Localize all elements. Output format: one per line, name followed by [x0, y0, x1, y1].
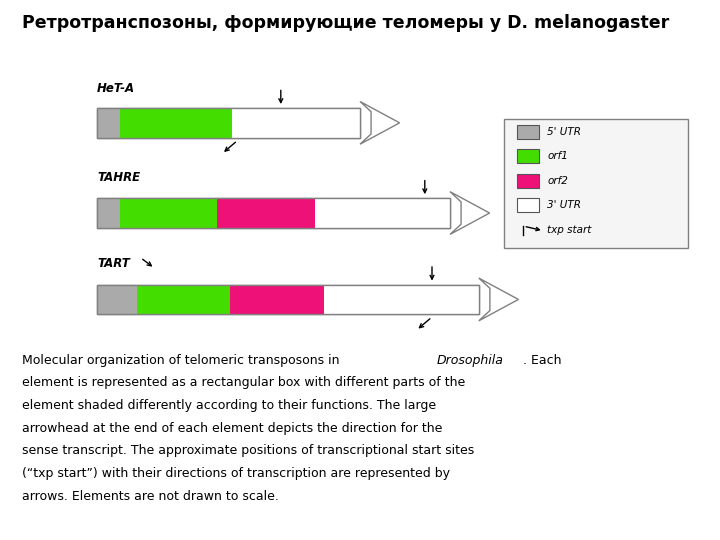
Bar	[97, 108, 360, 138]
Bar	[97, 198, 120, 228]
Bar	[137, 285, 230, 314]
Text: element shaded differently according to their functions. The large: element shaded differently according to …	[22, 399, 436, 412]
Bar	[217, 198, 315, 228]
Bar	[517, 174, 539, 188]
Bar	[97, 108, 120, 138]
Bar	[120, 198, 217, 228]
Text: . Each: . Each	[523, 354, 561, 367]
Polygon shape	[450, 192, 490, 234]
Text: arrowhead at the end of each element depicts the direction for the: arrowhead at the end of each element dep…	[22, 422, 442, 435]
Text: arrows. Elements are not drawn to scale.: arrows. Elements are not drawn to scale.	[22, 490, 279, 503]
Text: Molecular organization of telomeric transposons in: Molecular organization of telomeric tran…	[22, 354, 343, 367]
Polygon shape	[360, 102, 400, 144]
Text: TAHRE: TAHRE	[97, 171, 140, 184]
Text: Drosophila: Drosophila	[436, 354, 503, 367]
Bar	[230, 285, 324, 314]
Bar	[232, 108, 360, 138]
Text: sense transcript. The approximate positions of transcriptional start sites: sense transcript. The approximate positi…	[22, 444, 474, 457]
Bar	[120, 108, 232, 138]
Polygon shape	[479, 278, 518, 321]
Text: element is represented as a rectangular box with different parts of the: element is represented as a rectangular …	[22, 376, 465, 389]
Bar	[97, 285, 479, 314]
Text: 5' UTR: 5' UTR	[547, 127, 581, 137]
Bar	[517, 198, 539, 212]
Text: orf2: orf2	[547, 176, 568, 186]
Text: orf1: orf1	[547, 151, 568, 161]
Bar	[97, 285, 479, 314]
Bar	[517, 125, 539, 139]
Bar	[517, 149, 539, 163]
Text: (“txp start”) with their directions of transcription are represented by: (“txp start”) with their directions of t…	[22, 467, 449, 480]
Bar	[97, 198, 450, 228]
Bar	[324, 285, 479, 314]
Text: HeT-A: HeT-A	[97, 82, 135, 94]
Text: 3' UTR: 3' UTR	[547, 200, 581, 210]
Text: Ретротранспозоны, формирующие теломеры у D. melanogaster: Ретротранспозоны, формирующие теломеры у…	[22, 14, 669, 31]
Bar	[97, 198, 450, 228]
Bar	[97, 285, 137, 314]
Text: TART: TART	[97, 257, 130, 270]
Bar	[97, 108, 360, 138]
Bar	[315, 198, 450, 228]
Bar	[504, 119, 688, 248]
Text: txp start: txp start	[547, 225, 592, 235]
